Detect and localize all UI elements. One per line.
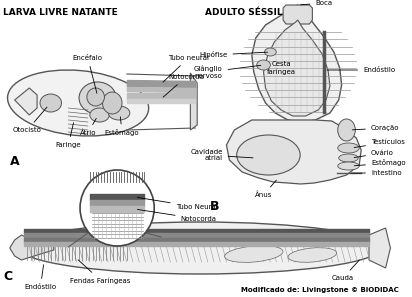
- Text: LARVA LIVRE NATANTE: LARVA LIVRE NATANTE: [3, 8, 118, 17]
- Text: Faringe: Faringe: [56, 123, 81, 148]
- Text: Cesta
faríngea: Cesta faríngea: [267, 61, 296, 75]
- Text: ADULTO SÉSSIL: ADULTO SÉSSIL: [205, 8, 283, 17]
- Ellipse shape: [19, 222, 381, 274]
- Text: Encéfalo: Encéfalo: [73, 55, 103, 93]
- Polygon shape: [227, 120, 361, 184]
- Text: Ovário: Ovário: [354, 150, 394, 157]
- Ellipse shape: [338, 119, 355, 141]
- Text: Modificado de: Livingstone © BIODIDAC: Modificado de: Livingstone © BIODIDAC: [241, 287, 399, 293]
- Ellipse shape: [338, 162, 359, 170]
- Text: Ânus: Ânus: [255, 180, 276, 198]
- Text: Endóstilo: Endóstilo: [327, 67, 395, 73]
- Ellipse shape: [257, 60, 270, 70]
- Text: Boca: Boca: [300, 0, 332, 6]
- Polygon shape: [264, 20, 330, 116]
- Text: Notocorda: Notocorda: [163, 74, 204, 97]
- Polygon shape: [283, 5, 312, 24]
- Text: Fendas Faríngeas: Fendas Faríngeas: [70, 260, 131, 284]
- Ellipse shape: [7, 70, 149, 136]
- Text: Hipófise: Hipófise: [199, 51, 268, 59]
- Ellipse shape: [237, 135, 300, 175]
- Polygon shape: [10, 235, 54, 260]
- Text: Glânglio
nervoso: Glânglio nervoso: [194, 65, 261, 79]
- Text: Átrio: Átrio: [80, 119, 96, 136]
- Ellipse shape: [225, 246, 283, 262]
- Ellipse shape: [288, 248, 337, 262]
- Text: Cavidade
atrial: Cavidade atrial: [190, 148, 253, 162]
- Polygon shape: [252, 5, 342, 122]
- Polygon shape: [190, 73, 197, 130]
- Text: Intestino: Intestino: [351, 170, 402, 176]
- Text: B: B: [210, 200, 219, 213]
- Text: Cauda: Cauda: [332, 260, 359, 281]
- Ellipse shape: [338, 143, 359, 153]
- Text: Estômago: Estômago: [354, 159, 405, 167]
- Ellipse shape: [339, 154, 358, 162]
- Text: Tubo Neural: Tubo Neural: [138, 198, 218, 210]
- Text: Endóstilo: Endóstilo: [24, 265, 56, 290]
- Ellipse shape: [40, 94, 61, 112]
- Ellipse shape: [79, 82, 116, 114]
- Text: Coração: Coração: [352, 125, 400, 131]
- Ellipse shape: [265, 48, 276, 56]
- Text: Otocisto: Otocisto: [13, 107, 47, 133]
- Text: Testículos: Testículos: [354, 139, 405, 148]
- Text: C: C: [3, 270, 12, 283]
- Ellipse shape: [108, 106, 130, 120]
- Text: Estômago: Estômago: [105, 117, 139, 137]
- Text: Notocorda: Notocorda: [138, 209, 217, 222]
- Ellipse shape: [90, 108, 109, 122]
- Polygon shape: [15, 88, 37, 115]
- Ellipse shape: [87, 88, 105, 106]
- Text: A: A: [10, 155, 19, 168]
- Text: Tubo neural: Tubo neural: [163, 55, 209, 82]
- Ellipse shape: [103, 92, 122, 114]
- Polygon shape: [369, 228, 391, 268]
- Circle shape: [80, 170, 154, 246]
